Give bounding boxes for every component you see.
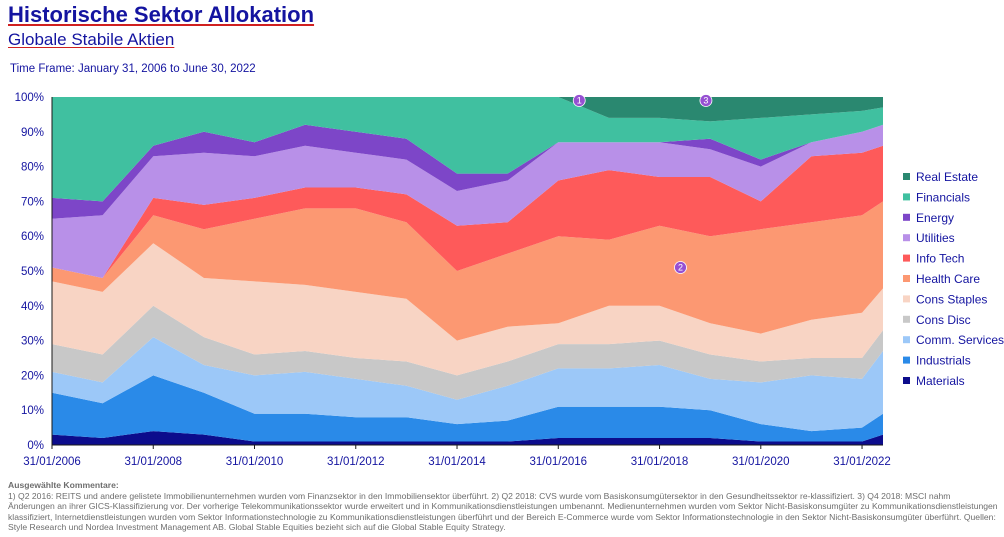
annotation-label: 1: [577, 96, 582, 106]
annotation-label: 2: [678, 263, 683, 273]
legend-swatch: [903, 234, 910, 242]
area-comm-services: [52, 337, 883, 432]
area-layers: [52, 97, 883, 445]
x-tick-label: 31/01/2018: [631, 456, 689, 468]
y-tick-label: 10%: [21, 405, 44, 417]
comments-text: 1) Q2 2016: REITS und andere gelistete I…: [8, 490, 998, 533]
y-tick-label: 90%: [21, 127, 44, 139]
legend-label: Comm. Services: [916, 333, 1004, 347]
annotations: 1 2 3: [572, 94, 713, 274]
y-tick-label: 80%: [21, 162, 44, 174]
legend-label: Utilities: [916, 231, 955, 245]
legend: Real Estate Financials Energy Utilities Info…: [903, 170, 1004, 388]
legend-label: Cons Staples: [916, 292, 987, 306]
legend-swatch: [903, 315, 910, 323]
y-tick-label: 100%: [15, 92, 44, 104]
y-tick-label: 70%: [21, 196, 44, 208]
legend-label: Industrials: [916, 354, 971, 368]
legend-label: Info Tech: [916, 252, 964, 266]
legend-swatch: [903, 213, 910, 221]
area-materials: [52, 431, 883, 445]
y-tick-label: 30%: [21, 336, 44, 348]
x-tick-label: 31/01/2008: [124, 456, 182, 468]
x-tick-label: 31/01/2012: [327, 456, 385, 468]
legend-swatch: [903, 193, 910, 201]
annotation-label: 3: [703, 96, 708, 106]
y-tick-label: 0%: [27, 440, 44, 452]
area-real-estate: [52, 97, 883, 122]
area-cons-disc: [52, 305, 883, 400]
area-info-tech: [52, 145, 883, 278]
legend-label: Real Estate: [916, 170, 978, 184]
legend-swatch: [903, 275, 910, 282]
y-tick-label: 20%: [21, 370, 44, 382]
legend-swatch: [903, 295, 910, 303]
legend-swatch: [903, 173, 910, 180]
legend-label: Financials: [916, 190, 970, 204]
x-tick-label: 31/01/2016: [529, 456, 587, 468]
comments-block: Ausgewählte Kommentare: 1) Q2 2016: REIT…: [8, 480, 998, 533]
y-tick-label: 50%: [21, 266, 44, 278]
x-tick-label: 31/01/2006: [23, 456, 81, 468]
legend-swatch: [903, 254, 910, 262]
x-tick-label: 31/01/2020: [732, 456, 790, 468]
legend-label: Health Care: [916, 272, 980, 286]
x-tick-label: 31/01/2022: [833, 456, 891, 468]
area-energy: [52, 124, 883, 219]
legend-label: Cons Disc: [916, 313, 971, 327]
time-frame-label: Time Frame: January 31, 2006 to June 30,…: [10, 63, 256, 75]
area-health-care: [52, 201, 883, 341]
area-financials: [52, 97, 883, 202]
area-industrials: [52, 375, 883, 442]
legend-label: Energy: [916, 211, 954, 225]
chart-subtitle: Globale Stabile Aktien: [8, 30, 175, 49]
y-tick-label: 40%: [21, 301, 44, 313]
area-cons-staples: [52, 243, 883, 376]
x-tick-label: 31/01/2014: [428, 456, 486, 468]
x-tick-label: 31/01/2010: [226, 456, 284, 468]
area-utilities: [52, 124, 883, 278]
axes: 0% 10% 20% 30% 40% 50% 60% 70% 80% 90% 100% 31/01/2…: [15, 92, 891, 468]
annotation-marker: [699, 94, 713, 107]
legend-label: Materials: [916, 374, 965, 388]
legend-swatch: [903, 336, 910, 344]
annotation-marker: [674, 261, 687, 274]
sector-allocation-chart: 0% 10% 20% 30% 40% 50% 60% 70% 80% 90% 100% 31/01/2…: [15, 92, 1004, 468]
comments-heading: Ausgewählte Kommentare:: [8, 480, 119, 490]
annotation-marker: [572, 94, 586, 107]
y-tick-label: 60%: [21, 231, 44, 243]
legend-swatch: [903, 356, 910, 364]
legend-swatch: [903, 377, 910, 384]
chart-title: Historische Sektor Allokation: [8, 2, 315, 27]
